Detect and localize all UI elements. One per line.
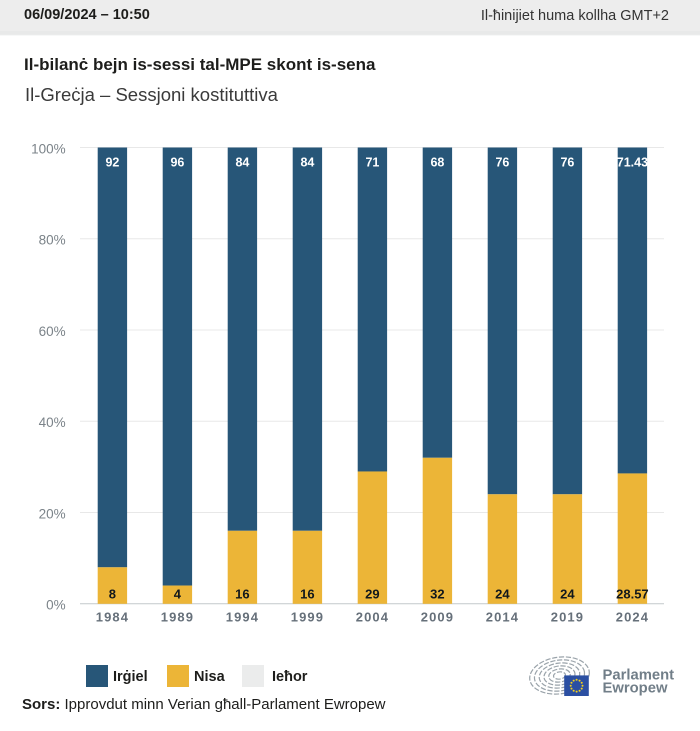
svg-text:80%: 80% [39, 233, 66, 248]
svg-text:4: 4 [174, 586, 182, 601]
svg-text:2009: 2009 [421, 610, 454, 625]
svg-text:28.57: 28.57 [616, 586, 649, 601]
svg-text:1989: 1989 [161, 610, 194, 625]
svg-text:0%: 0% [46, 598, 66, 613]
svg-text:1994: 1994 [226, 610, 259, 625]
svg-text:76: 76 [560, 155, 574, 169]
svg-text:2019: 2019 [551, 610, 584, 625]
svg-text:1984: 1984 [96, 610, 129, 625]
svg-text:100%: 100% [31, 141, 66, 156]
svg-text:24: 24 [495, 586, 510, 601]
svg-text:96: 96 [170, 155, 184, 169]
svg-text:92: 92 [105, 155, 119, 169]
svg-text:24: 24 [560, 586, 575, 601]
svg-text:60%: 60% [39, 324, 66, 339]
svg-text:40%: 40% [39, 415, 66, 430]
svg-text:76: 76 [495, 155, 509, 169]
svg-text:2014: 2014 [486, 610, 519, 625]
svg-text:84: 84 [300, 155, 314, 169]
svg-text:2024: 2024 [616, 610, 649, 625]
svg-text:1999: 1999 [291, 610, 324, 625]
svg-text:20%: 20% [39, 506, 66, 521]
svg-text:29: 29 [365, 586, 379, 601]
svg-text:16: 16 [235, 586, 249, 601]
svg-text:8: 8 [109, 586, 116, 601]
svg-text:71: 71 [365, 155, 379, 169]
svg-text:Parlament: Parlament [603, 667, 675, 683]
svg-text:Ewropew: Ewropew [603, 680, 668, 696]
svg-text:84: 84 [235, 155, 249, 169]
svg-text:2004: 2004 [356, 610, 389, 625]
svg-text:68: 68 [430, 155, 444, 169]
svg-text:16: 16 [300, 586, 314, 601]
svg-text:32: 32 [430, 586, 444, 601]
svg-text:71.43: 71.43 [617, 155, 648, 169]
